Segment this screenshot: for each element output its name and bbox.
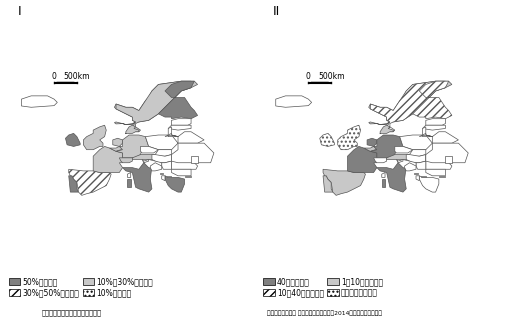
Polygon shape	[320, 133, 334, 146]
Polygon shape	[371, 81, 445, 132]
Polygon shape	[171, 143, 214, 163]
Polygon shape	[398, 159, 416, 169]
Polygon shape	[348, 146, 377, 173]
Polygon shape	[413, 81, 452, 119]
Polygon shape	[113, 138, 122, 146]
Polygon shape	[165, 176, 185, 192]
Polygon shape	[426, 119, 445, 125]
Polygon shape	[69, 169, 111, 195]
Text: 500km: 500km	[318, 72, 345, 81]
Polygon shape	[128, 179, 131, 187]
Polygon shape	[323, 176, 333, 192]
Polygon shape	[168, 127, 178, 137]
Polygon shape	[65, 133, 80, 146]
Polygon shape	[387, 155, 409, 159]
Polygon shape	[422, 125, 445, 130]
Polygon shape	[323, 169, 365, 195]
Polygon shape	[338, 125, 361, 150]
Polygon shape	[367, 138, 377, 146]
Polygon shape	[422, 127, 432, 137]
Polygon shape	[122, 163, 152, 192]
Polygon shape	[368, 81, 452, 125]
Polygon shape	[380, 125, 393, 134]
Polygon shape	[155, 150, 171, 156]
Polygon shape	[141, 146, 158, 153]
Polygon shape	[426, 132, 458, 143]
Polygon shape	[409, 150, 426, 156]
Polygon shape	[426, 155, 452, 169]
Polygon shape	[416, 161, 426, 169]
Polygon shape	[116, 81, 191, 132]
Polygon shape	[364, 146, 377, 151]
Polygon shape	[151, 163, 162, 171]
Polygon shape	[374, 150, 375, 151]
Text: II: II	[272, 5, 280, 18]
Polygon shape	[421, 176, 426, 177]
Polygon shape	[426, 169, 445, 176]
Polygon shape	[439, 176, 445, 177]
Polygon shape	[144, 159, 162, 169]
Polygon shape	[377, 163, 406, 192]
Polygon shape	[168, 125, 191, 130]
Polygon shape	[21, 96, 57, 107]
Polygon shape	[132, 155, 155, 159]
Text: I: I	[18, 5, 22, 18]
Polygon shape	[167, 176, 171, 177]
Text: （財務省「貿易統計」より作成）: （財務省「貿易統計」より作成）	[42, 310, 102, 316]
Polygon shape	[419, 133, 426, 137]
Legend: 40社以上増加, 10～40社未満増加, 1～10社未満増加, 変化なし及び減少: 40社以上増加, 10～40社未満増加, 1～10社未満増加, 変化なし及び減少	[263, 277, 383, 297]
Polygon shape	[382, 173, 385, 177]
Polygon shape	[395, 146, 413, 153]
Text: 0: 0	[51, 72, 57, 81]
Polygon shape	[158, 81, 198, 119]
Polygon shape	[142, 159, 148, 163]
Polygon shape	[126, 125, 139, 134]
Legend: 50%以上減少, 30%～50%未満減少, 10%～30%未満減少, 10%未満減少: 50%以上減少, 30%～50%未満減少, 10%～30%未満減少, 10%未満…	[9, 277, 153, 297]
Polygon shape	[419, 176, 439, 192]
Polygon shape	[160, 173, 163, 174]
Polygon shape	[171, 155, 198, 169]
Text: 500km: 500km	[64, 72, 90, 81]
Polygon shape	[110, 146, 122, 151]
Polygon shape	[171, 169, 191, 176]
Polygon shape	[128, 173, 131, 177]
Polygon shape	[69, 176, 78, 192]
Polygon shape	[171, 132, 204, 143]
Polygon shape	[171, 119, 191, 125]
Polygon shape	[114, 81, 198, 125]
Polygon shape	[374, 158, 387, 163]
Polygon shape	[382, 179, 385, 187]
Polygon shape	[119, 158, 132, 163]
Polygon shape	[119, 150, 121, 151]
Polygon shape	[406, 155, 426, 163]
Text: 0: 0	[306, 72, 311, 81]
Polygon shape	[400, 135, 432, 150]
Polygon shape	[191, 156, 198, 163]
Polygon shape	[185, 176, 191, 177]
Polygon shape	[116, 135, 148, 158]
Polygon shape	[414, 173, 418, 174]
Polygon shape	[93, 146, 122, 173]
Polygon shape	[152, 155, 171, 163]
Polygon shape	[397, 159, 403, 163]
Polygon shape	[445, 156, 452, 163]
Polygon shape	[426, 143, 468, 163]
Polygon shape	[145, 135, 178, 150]
Polygon shape	[84, 125, 106, 150]
Polygon shape	[162, 176, 165, 181]
Polygon shape	[371, 135, 403, 158]
Polygon shape	[416, 176, 419, 181]
Polygon shape	[162, 161, 171, 169]
Polygon shape	[405, 163, 416, 171]
Polygon shape	[165, 133, 171, 137]
Polygon shape	[276, 96, 311, 107]
Text: （『データブック オブ・ザ・ワールド』2014年版などより作成）: （『データブック オブ・ザ・ワールド』2014年版などより作成）	[267, 311, 383, 316]
